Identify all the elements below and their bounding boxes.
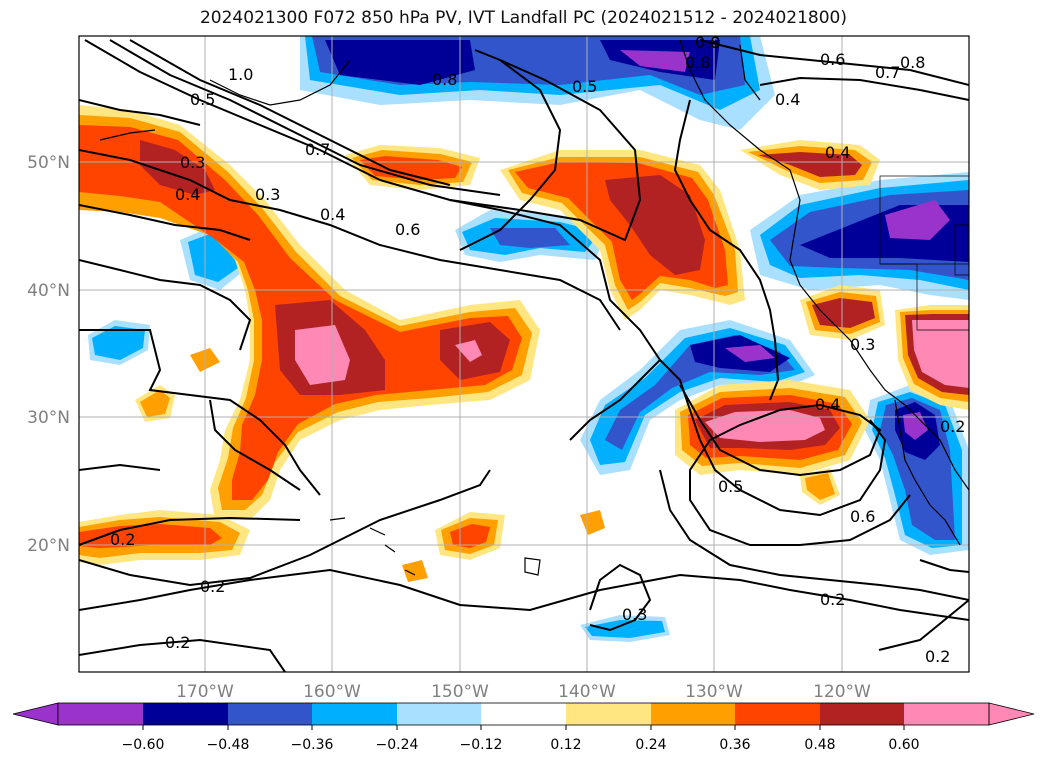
- contour-label: 0.2: [940, 417, 965, 436]
- contour-label: 0.5: [572, 77, 597, 96]
- colorbar-tick-label: 0.24: [635, 737, 666, 753]
- contour-label: 0.8: [900, 53, 925, 72]
- colorbar-swatch: [397, 703, 481, 725]
- coastline: [99, 39, 969, 576]
- contour-label: 0.4: [825, 143, 850, 162]
- colorbar-extend-low: [12, 702, 59, 726]
- colorbar-swatch: [735, 703, 820, 725]
- lon-label: 170°W: [176, 682, 234, 702]
- contour-label: 0.8: [695, 33, 720, 52]
- lon-label: 140°W: [558, 682, 616, 702]
- map-plot-area: 1.0 0.5 0.3 0.4 0.3 0.7 0.4 0.6 0.8 0.5 …: [79, 33, 969, 672]
- colorbar-swatch: [566, 703, 651, 725]
- contour-label: 0.2: [820, 590, 845, 609]
- contour-label: 0.6: [820, 50, 845, 69]
- colorbar-swatch: [481, 703, 566, 725]
- contour-label: 0.2: [925, 647, 950, 666]
- contour-label: 0.4: [175, 185, 200, 204]
- lon-label: 160°W: [303, 682, 361, 702]
- colorbar-tick-label: 0.48: [804, 737, 835, 753]
- contour-label: 0.3: [850, 335, 875, 354]
- borders: [879, 175, 969, 331]
- contour-label: 0.8: [432, 70, 457, 89]
- lon-label: 120°W: [813, 682, 871, 702]
- lat-label: 20°N: [27, 536, 70, 556]
- contour-label: 1.0: [228, 65, 253, 84]
- graticule: [79, 36, 969, 672]
- colorbar-tick-label: −0.60: [122, 737, 165, 753]
- contour-label: 0.7: [875, 63, 900, 82]
- contour-label: 0.8: [685, 53, 710, 72]
- lat-label: 40°N: [27, 281, 70, 301]
- contour-label: 0.7: [305, 140, 330, 159]
- contour-label: 0.4: [320, 205, 345, 224]
- colorbar-tick-label: −0.24: [376, 737, 419, 753]
- colorbar-swatch: [143, 703, 228, 725]
- contour-label: 0.2: [200, 577, 225, 596]
- colorbar-swatch: [312, 703, 397, 725]
- contour-label: 0.5: [718, 477, 743, 496]
- colorbar-swatch: [820, 703, 904, 725]
- colorbar-swatch: [651, 703, 735, 725]
- colorbar-tick-label: −0.12: [460, 737, 503, 753]
- contour-label: 0.5: [190, 90, 215, 109]
- colorbar-swatch: [228, 703, 312, 725]
- lat-label: 50°N: [27, 153, 70, 173]
- colorbar-tick-label: 0.12: [550, 737, 581, 753]
- contour-labels: 1.0 0.5 0.3 0.4 0.3 0.7 0.4 0.6 0.8 0.5 …: [110, 33, 965, 666]
- contour-label: 0.3: [622, 605, 647, 624]
- contour-lines: [79, 39, 969, 672]
- lon-label: 150°W: [431, 682, 489, 702]
- colorbar-tick-label: −0.48: [207, 737, 250, 753]
- contour-label: 0.6: [850, 507, 875, 526]
- lat-label: 30°N: [27, 408, 70, 428]
- colorbar: −0.60 −0.48 −0.36 −0.24 −0.12 0.12 0.24 …: [12, 702, 1035, 753]
- contour-label: 0.2: [110, 530, 135, 549]
- colorbar-tick-label: 0.36: [719, 737, 750, 753]
- latitude-labels: 50°N 40°N 30°N 20°N: [27, 153, 70, 556]
- colorbar-tick-label: 0.60: [888, 737, 919, 753]
- contour-label: 0.4: [775, 90, 800, 109]
- positive-anomaly-fill: [79, 105, 969, 582]
- contour-label: 0.3: [255, 185, 280, 204]
- colorbar-tick-label: −0.36: [291, 737, 334, 753]
- contour-label: 0.4: [815, 395, 840, 414]
- map-frame: [78, 35, 970, 673]
- contour-label: 0.3: [180, 153, 205, 172]
- colorbar-swatch: [58, 703, 143, 725]
- longitude-labels: 170°W 160°W 150°W 140°W 130°W 120°W: [176, 682, 871, 702]
- colorbar-swatch: [904, 703, 989, 725]
- contour-label: 0.2: [165, 633, 190, 652]
- map-title: 2024021300 F072 850 hPa PV, IVT Landfall…: [199, 8, 847, 28]
- colorbar-extend-high: [988, 702, 1035, 726]
- contour-label: 0.6: [395, 220, 420, 239]
- lon-label: 130°W: [685, 682, 743, 702]
